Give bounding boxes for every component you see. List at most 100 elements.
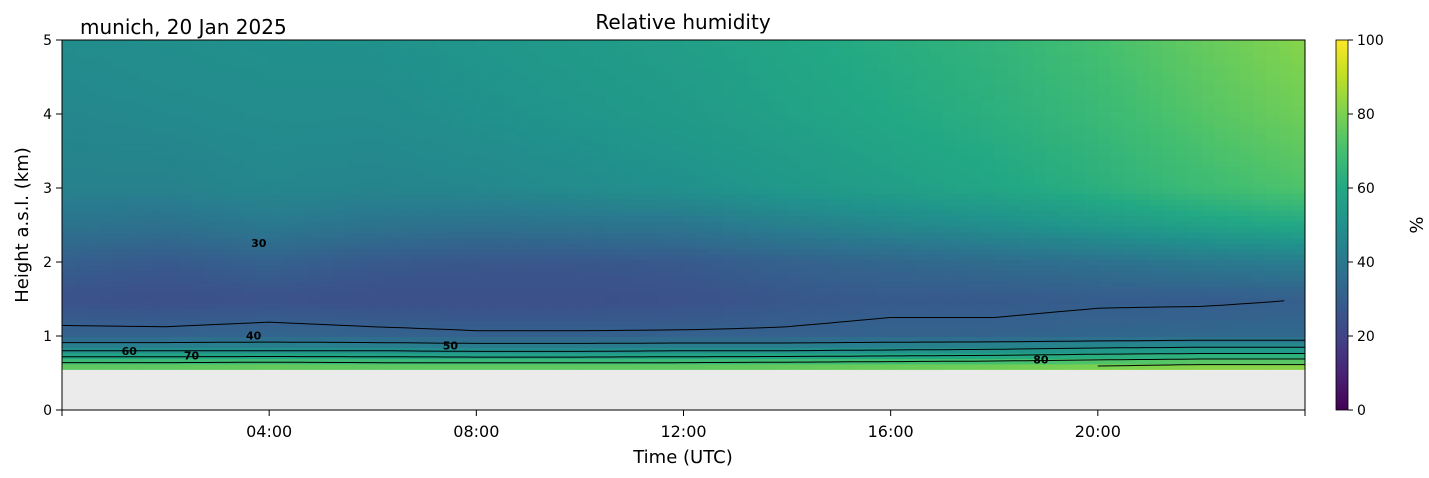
heatmap-cell <box>929 116 944 123</box>
heatmap-cell <box>851 226 866 233</box>
heatmap-cell <box>346 243 361 250</box>
heatmap-cell <box>916 138 931 145</box>
heatmap-cell <box>748 199 762 206</box>
heatmap-cell <box>333 50 348 58</box>
heatmap-cell <box>929 89 944 96</box>
heatmap-cell <box>308 160 322 167</box>
heatmap-cell <box>825 67 840 74</box>
heatmap-cell <box>657 363 672 370</box>
heatmap-cell <box>683 133 698 140</box>
heatmap-cell <box>139 265 154 272</box>
heatmap-cell <box>890 193 905 200</box>
heatmap-cell <box>243 72 257 80</box>
heatmap-cell <box>191 254 206 261</box>
heatmap-cell <box>592 56 607 63</box>
heatmap-cell <box>800 254 814 261</box>
heatmap-cell <box>955 303 969 310</box>
heatmap-cell <box>269 78 283 85</box>
heatmap-cell <box>1046 149 1060 156</box>
heatmap-cell <box>282 89 296 96</box>
heatmap-cell <box>230 319 244 326</box>
heatmap-cell <box>126 221 141 228</box>
heatmap-cell <box>903 341 918 348</box>
heatmap-cell <box>359 56 374 63</box>
heatmap-cell <box>800 94 814 101</box>
heatmap-cell <box>761 61 775 69</box>
heatmap-cell <box>87 122 102 129</box>
heatmap-cell <box>1097 308 1112 316</box>
heatmap-cell <box>748 276 762 283</box>
heatmap-cell <box>864 94 879 101</box>
heatmap-cell <box>825 127 840 134</box>
heatmap-cell <box>864 232 879 239</box>
heatmap-cell <box>929 127 944 134</box>
heatmap-cell <box>74 89 89 96</box>
heatmap-cell <box>152 177 167 184</box>
heatmap-cell <box>230 292 244 299</box>
heatmap-cell <box>165 78 180 85</box>
heatmap-cell <box>644 182 659 189</box>
heatmap-cell <box>566 341 581 348</box>
heatmap-cell <box>774 105 788 112</box>
heatmap-cell <box>100 226 115 233</box>
heatmap-cell <box>87 358 102 365</box>
heatmap-cell <box>800 308 814 316</box>
heatmap-cell <box>243 188 257 195</box>
heatmap-cell <box>1046 193 1060 200</box>
heatmap-cell <box>528 67 542 74</box>
heatmap-cell <box>528 286 542 294</box>
heatmap-cell <box>515 363 529 370</box>
heatmap-cell <box>502 116 516 123</box>
heatmap-cell <box>670 297 685 305</box>
heatmap-cell <box>126 171 141 178</box>
heatmap-cell <box>605 259 620 266</box>
heatmap-cell <box>243 127 257 134</box>
heatmap-cell <box>515 248 529 255</box>
heatmap-cell <box>282 330 296 337</box>
heatmap-cell <box>126 226 141 233</box>
heatmap-cell <box>877 149 892 156</box>
heatmap-cell <box>903 171 918 178</box>
heatmap-cell <box>968 100 982 107</box>
heatmap-cell <box>295 341 309 348</box>
heatmap-cell <box>722 40 736 47</box>
heatmap-cell <box>346 171 361 178</box>
heatmap-cell <box>320 166 335 173</box>
heatmap-cell <box>62 325 76 332</box>
heatmap-cell <box>631 155 646 162</box>
heatmap-cell <box>126 232 141 239</box>
heatmap-cell <box>62 254 76 261</box>
heatmap-cell <box>851 221 866 228</box>
heatmap-cell <box>657 83 672 90</box>
heatmap-cell <box>87 363 102 370</box>
heatmap-cell <box>605 237 620 244</box>
heatmap-cell <box>657 276 672 283</box>
heatmap-cell <box>333 67 348 74</box>
heatmap-cell <box>502 40 516 47</box>
heatmap-cell <box>761 314 775 321</box>
heatmap-cell <box>566 116 581 123</box>
heatmap-cell <box>864 133 879 140</box>
heatmap-cell <box>74 336 89 343</box>
heatmap-cell <box>528 341 542 348</box>
heatmap-cell <box>1123 149 1138 156</box>
heatmap-cell <box>1033 160 1047 167</box>
heatmap-cell <box>1007 50 1021 58</box>
heatmap-cell <box>87 199 102 206</box>
heatmap-cell <box>787 182 801 189</box>
heatmap-cell <box>657 237 672 244</box>
heatmap-cell <box>372 221 387 228</box>
heatmap-cell <box>191 94 206 101</box>
heatmap-cell <box>748 221 762 228</box>
heatmap-cell <box>1007 89 1021 96</box>
heatmap-cell <box>1046 297 1060 305</box>
heatmap-cell <box>955 341 969 348</box>
heatmap-cell <box>890 155 905 162</box>
heatmap-cell <box>152 325 167 332</box>
heatmap-cell <box>1110 270 1125 277</box>
heatmap-cell <box>787 138 801 145</box>
heatmap-cell <box>489 50 503 58</box>
heatmap-cell <box>489 149 503 156</box>
heatmap-cell <box>1058 221 1073 228</box>
heatmap-cell <box>165 254 180 261</box>
